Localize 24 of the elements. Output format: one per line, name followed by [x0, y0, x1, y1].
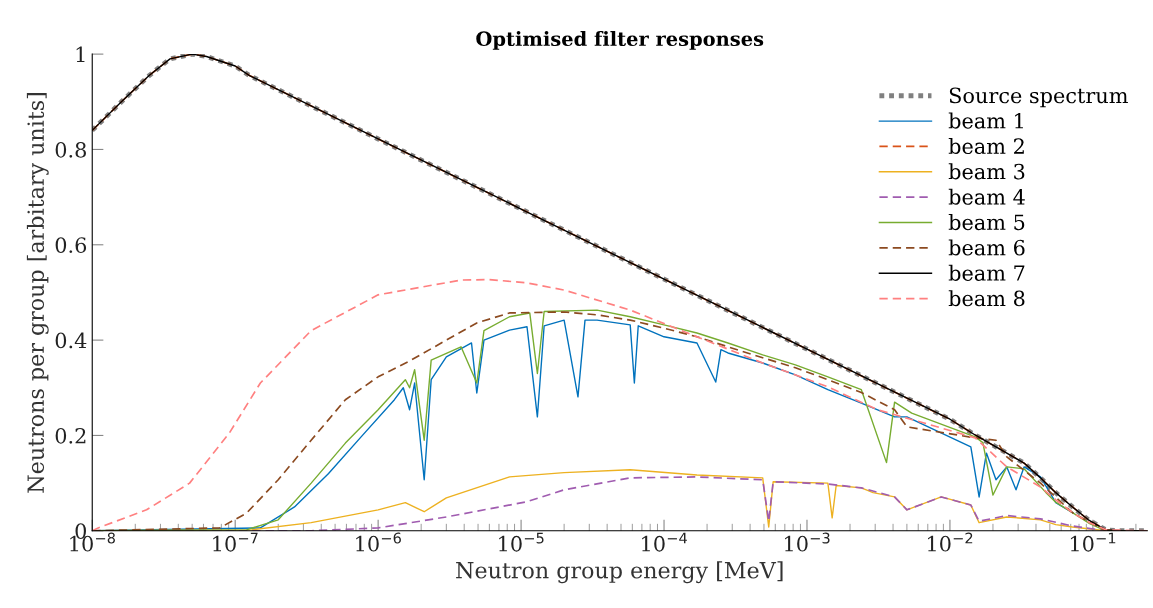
x-tick-label: 10$^{−7}$ — [213, 532, 258, 552]
legend-label: beam 3 — [948, 163, 1025, 180]
x-tick-label: 10$^{−1}$ — [1070, 532, 1116, 552]
x-tick-label: 10$^{−2}$ — [928, 532, 973, 552]
legend-label: beam 8 — [948, 290, 1025, 307]
legend-label: beam 7 — [948, 264, 1025, 281]
x-tick-label: 10$^{−6}$ — [356, 532, 401, 552]
x-tick-label: 10$^{−3}$ — [785, 532, 830, 552]
legend-label: beam 1 — [948, 112, 1023, 129]
legend-label: beam 5 — [948, 214, 1025, 231]
y-tick-label: 0.2 — [55, 427, 86, 444]
legend-label: beam 4 — [948, 188, 1025, 205]
y-tick-label: 0.4 — [55, 332, 87, 349]
y-tick-label: 0.8 — [55, 141, 86, 158]
legend-label: beam 6 — [948, 239, 1025, 256]
y-tick-label: 1 — [76, 46, 85, 63]
y-axis-title: Neutrons per group [arbitary units] — [26, 93, 49, 493]
x-tick-label: 10$^{−5}$ — [499, 532, 544, 552]
chart-title: Optimised filter responses — [476, 31, 764, 50]
x-tick-label: 10$^{−4}$ — [642, 532, 687, 552]
x-axis-title: Neutron group energy [MeV] — [456, 561, 783, 584]
legend-label: beam 2 — [948, 137, 1024, 155]
y-tick-label: 0.6 — [55, 237, 87, 253]
legend-label: Source spectrum — [949, 87, 1128, 108]
